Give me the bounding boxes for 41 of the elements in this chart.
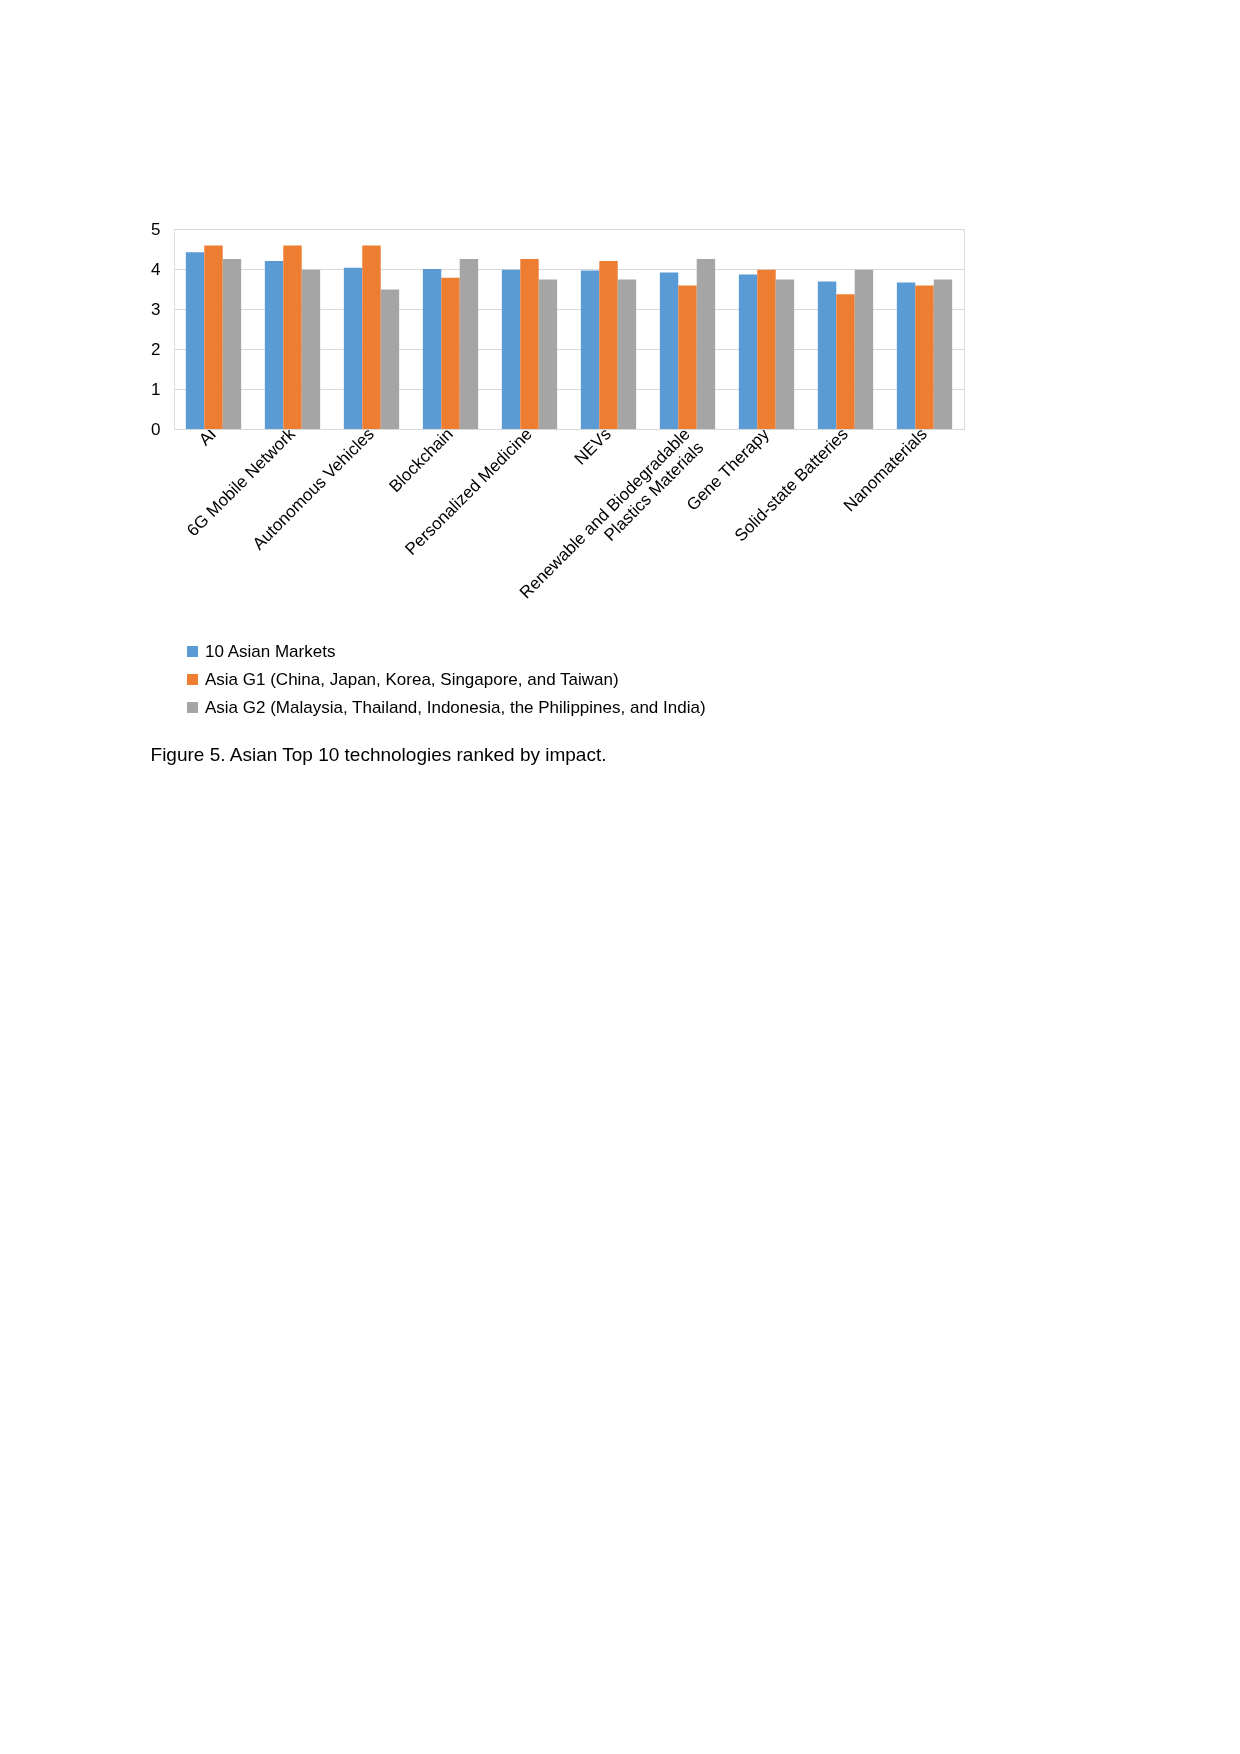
bar [757,269,776,429]
bar [896,282,916,429]
bar [283,245,302,429]
y-tick-label: 0 [151,419,161,439]
bar [599,261,618,429]
bar [678,285,697,429]
y-tick-label: 5 [151,219,161,239]
bar [343,267,363,429]
bar [836,294,855,429]
bar [422,269,442,429]
bar [204,245,223,429]
bar [459,259,479,429]
bar [738,274,758,429]
bar [696,259,716,429]
bar [301,269,321,429]
bar [817,281,837,429]
y-tick-label: 2 [151,339,161,359]
bar [538,279,558,429]
bar [222,259,242,429]
bar [854,269,874,429]
y-tick-label: 1 [151,379,161,399]
legend-label: 10 Asian Markets [205,641,336,661]
bar [380,289,400,429]
bar [520,259,539,429]
legend-label: Asia G2 (Malaysia, Thailand, Indonesia, the Philippines, and India) [205,697,706,717]
caption: Figure 5. Asian Top 10 technologies ranked by impact. [150,744,607,765]
bar [933,279,953,429]
bar [617,279,637,429]
bar [580,270,600,429]
bar [659,272,679,429]
bar [362,245,381,429]
bar [441,277,460,429]
y-tick-label: 4 [151,259,161,279]
x-tick-label: AI [195,424,220,450]
bar [501,269,521,429]
bar [915,285,934,429]
bar [185,252,205,429]
bar [264,261,284,429]
legend-label: Asia G1 (China, Japan, Korea, Singapore, and Taiwan) [205,669,619,689]
y-tick-label: 3 [151,299,161,319]
bar [775,279,795,429]
